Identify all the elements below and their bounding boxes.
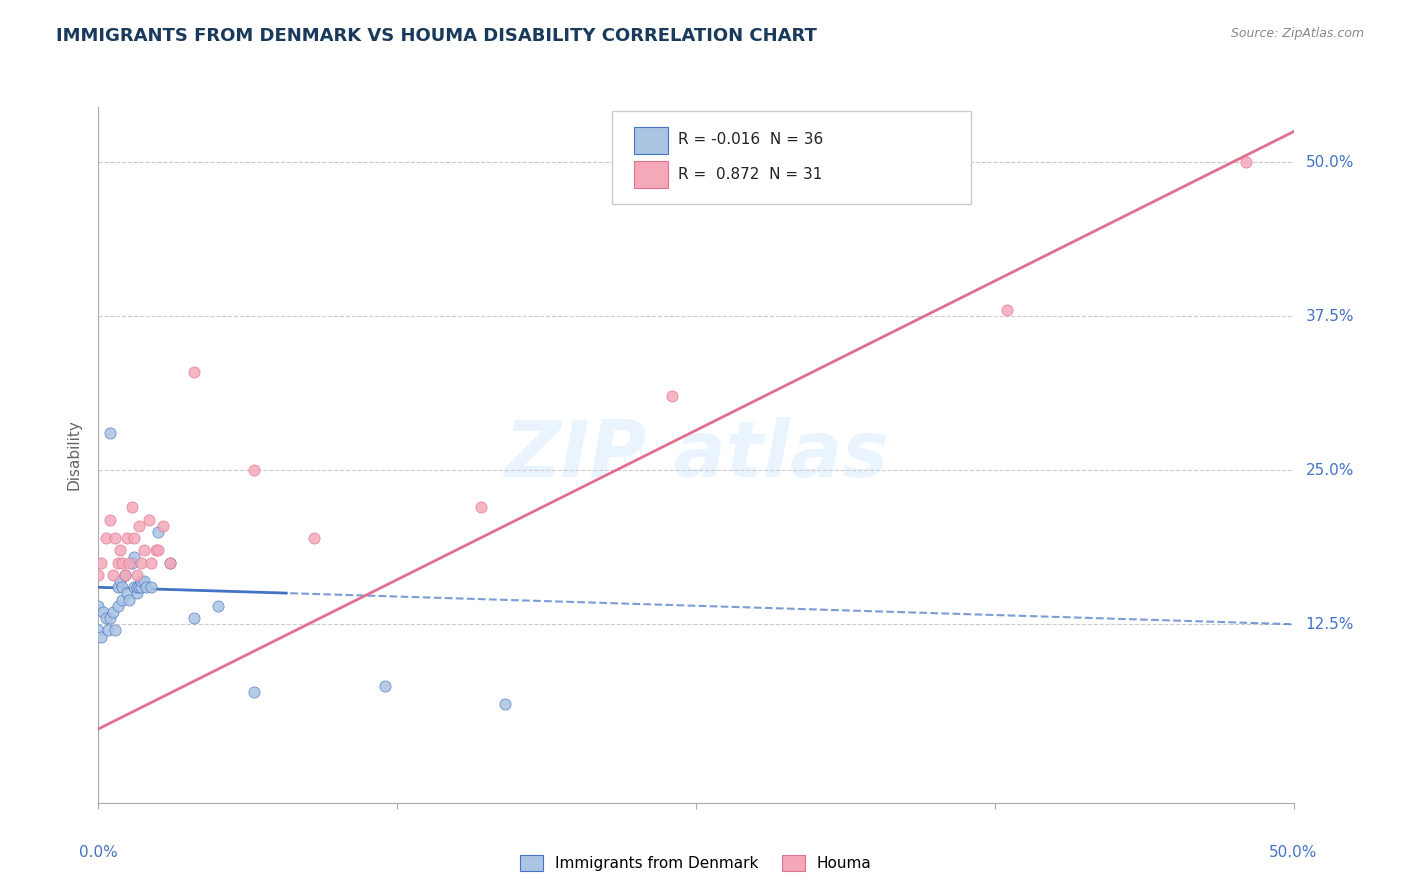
Point [115,531,138,545]
Point [121,556,143,570]
Point [115,586,138,600]
Point [107,580,129,594]
Point [302,531,325,545]
Point [108,543,131,558]
Point [132,574,155,589]
FancyBboxPatch shape [612,111,970,204]
Point [101,568,124,582]
Point [121,500,143,515]
Text: 12.5%: 12.5% [1305,616,1354,632]
Point [124,549,146,564]
Point [470,500,492,515]
Point [90,556,112,570]
Point [98,426,122,441]
Point [125,568,148,582]
Point [139,556,162,570]
Point [98,512,122,526]
Point [124,580,146,594]
Point [131,556,153,570]
Point [207,599,229,613]
Point [135,580,157,594]
Point [148,543,170,558]
Text: 25.0%: 25.0% [1305,463,1354,478]
Y-axis label: Disability: Disability [66,419,82,491]
Point [94,531,117,545]
Text: ZIP atlas: ZIP atlas [503,417,889,493]
Point [128,518,150,533]
Point [131,580,153,594]
Point [114,568,136,582]
Point [183,611,205,625]
Point [661,389,683,403]
Point [107,599,129,613]
Point [243,685,266,699]
Point [94,611,117,625]
Point [87,599,110,613]
Text: R = -0.016  N = 36: R = -0.016 N = 36 [678,132,824,147]
Point [183,365,205,379]
Point [91,605,114,619]
Point [159,556,181,570]
Text: Source: ZipAtlas.com: Source: ZipAtlas.com [1230,27,1364,40]
Point [111,580,134,594]
Text: 37.5%: 37.5% [1305,309,1354,324]
Point [138,512,160,526]
Point [145,543,167,558]
Point [148,524,170,539]
Point [97,624,120,638]
Point [111,556,134,570]
Point [114,568,136,582]
Point [107,556,129,570]
Point [90,630,112,644]
Point [128,580,150,594]
Point [243,463,266,477]
Point [139,580,162,594]
Point [101,605,124,619]
Point [98,611,122,625]
FancyBboxPatch shape [634,161,668,188]
Text: 50.0%: 50.0% [1305,155,1354,170]
Point [125,586,148,600]
Text: 0.0%: 0.0% [79,845,118,860]
Point [131,574,153,589]
Point [159,556,181,570]
Point [132,543,155,558]
Legend: Immigrants from Denmark, Houma: Immigrants from Denmark, Houma [513,847,879,879]
Point [87,568,110,582]
Text: 50.0%: 50.0% [1270,845,1317,860]
Text: IMMIGRANTS FROM DENMARK VS HOUMA DISABILITY CORRELATION CHART: IMMIGRANTS FROM DENMARK VS HOUMA DISABIL… [56,27,817,45]
Point [1234,155,1257,169]
Point [111,592,134,607]
Point [108,574,131,589]
Point [494,698,516,712]
Point [995,303,1018,318]
Point [118,592,141,607]
Point [87,624,110,638]
FancyBboxPatch shape [634,127,668,153]
Point [374,679,396,693]
Point [104,531,127,545]
Point [125,580,148,594]
Point [124,531,146,545]
Text: R =  0.872  N = 31: R = 0.872 N = 31 [678,167,823,182]
Point [104,624,127,638]
Point [152,518,174,533]
Point [118,556,141,570]
